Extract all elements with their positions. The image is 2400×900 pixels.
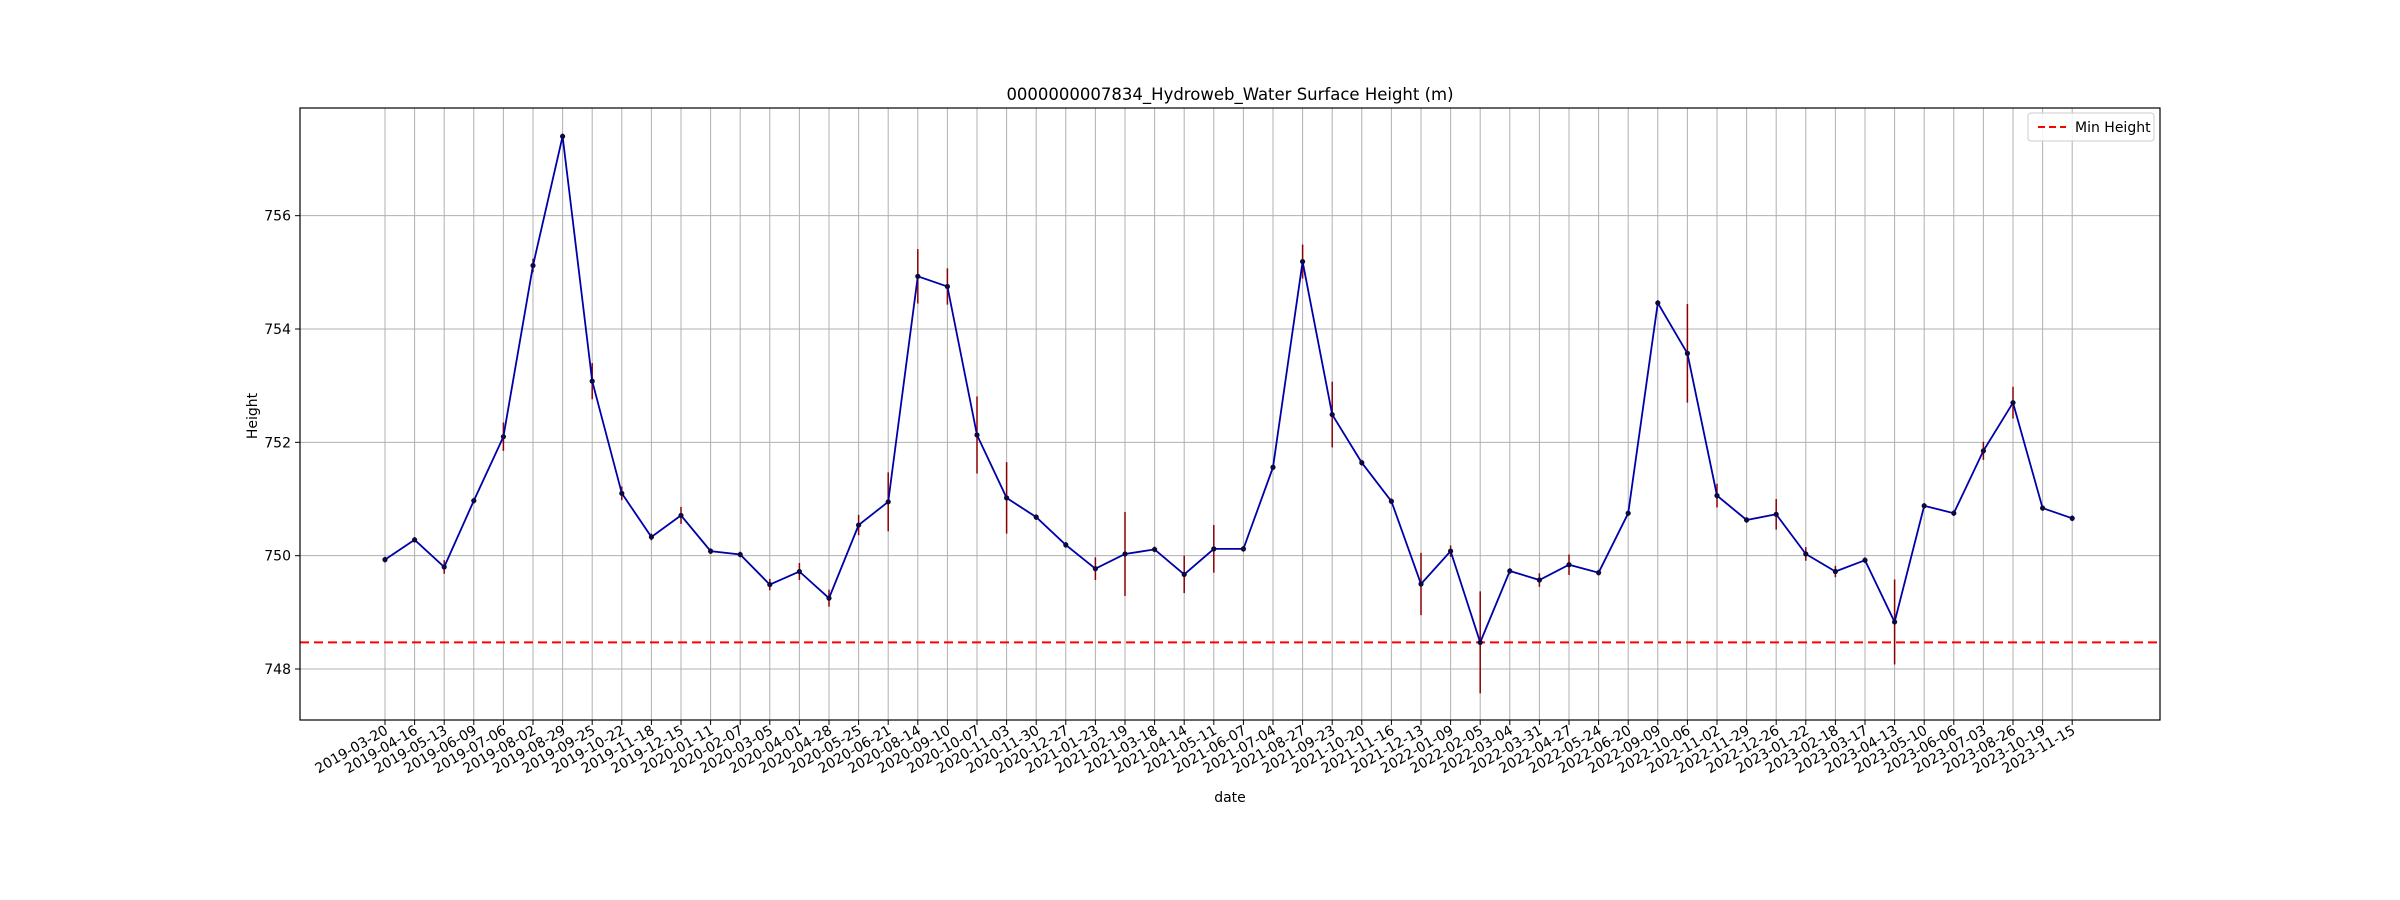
data-point — [1862, 557, 1868, 563]
legend-box — [2027, 112, 2155, 142]
data-point — [1418, 581, 1424, 587]
data-point — [1092, 566, 1098, 572]
data-point — [619, 490, 625, 496]
data-point — [2010, 400, 2016, 406]
y-axis-ticks: 748 750 752 754 756 — [264, 209, 300, 678]
data-point — [1980, 448, 1986, 454]
data-point — [1655, 300, 1661, 306]
data-point — [530, 262, 536, 269]
data-point — [1744, 517, 1750, 523]
legend-label-min-height: Min Height — [2075, 120, 2151, 136]
data-point — [1714, 493, 1720, 499]
data-point — [2040, 505, 2046, 511]
data-point — [1004, 495, 1010, 501]
data-point — [708, 548, 714, 554]
data-point — [1122, 551, 1128, 557]
data-point — [1477, 639, 1483, 645]
data-point — [1181, 571, 1187, 577]
data-point — [1240, 546, 1246, 552]
data-point — [767, 581, 773, 588]
data-point — [885, 499, 891, 505]
grid-lines — [300, 108, 2160, 720]
data-point — [1536, 577, 1542, 583]
data-point — [1625, 510, 1631, 516]
series-line-layer — [384, 136, 2073, 645]
data-point — [1684, 350, 1690, 356]
data-point — [737, 551, 743, 558]
data-point — [915, 273, 921, 279]
data-point — [1566, 562, 1572, 568]
data-point — [1152, 546, 1158, 553]
x-axis-label: date — [1214, 790, 1246, 806]
data-point — [2069, 515, 2075, 521]
data-point — [1359, 460, 1365, 466]
data-point — [1448, 548, 1454, 554]
data-point — [589, 378, 595, 384]
data-point — [500, 434, 506, 440]
legend: Min Height — [2027, 112, 2155, 142]
data-point — [1211, 546, 1217, 552]
data-point — [1388, 498, 1394, 504]
data-point — [471, 498, 477, 504]
data-point — [974, 432, 980, 438]
data-point — [856, 522, 862, 528]
y-axis-label: Height — [245, 392, 261, 439]
y-tick-label: 756 — [264, 209, 291, 225]
data-point — [1921, 503, 1927, 509]
data-point — [1773, 511, 1779, 517]
data-point — [1892, 619, 1898, 625]
error-bars — [384, 133, 2073, 694]
data-point — [1033, 514, 1039, 520]
y-tick-label: 748 — [264, 662, 291, 678]
data-point — [648, 534, 655, 540]
data-point — [560, 133, 566, 139]
data-point — [412, 537, 418, 543]
series-line — [384, 136, 2073, 645]
data-point — [1507, 568, 1513, 574]
data-point — [1596, 570, 1602, 576]
data-point — [678, 512, 684, 519]
data-point — [1803, 551, 1809, 557]
data-point — [944, 283, 951, 290]
data-points — [382, 133, 2075, 645]
data-point — [1063, 542, 1069, 548]
chart-title: 0000000007834_Hydroweb_Water Surface Hei… — [1006, 85, 1453, 105]
data-point — [382, 557, 388, 563]
y-tick-label: 754 — [264, 322, 291, 338]
data-point — [826, 595, 832, 601]
plot-area-frame — [299, 107, 2161, 721]
data-point — [1329, 411, 1335, 418]
data-point — [1300, 258, 1306, 265]
data-point — [796, 568, 803, 575]
data-point — [441, 564, 447, 570]
y-tick-label: 752 — [264, 435, 291, 451]
data-point — [1270, 464, 1276, 470]
data-point — [1951, 510, 1957, 516]
y-tick-label: 750 — [264, 549, 291, 565]
x-axis-ticks: 2019-03-202019-04-162019-05-132019-06-09… — [313, 720, 2078, 777]
data-point — [1832, 568, 1838, 575]
